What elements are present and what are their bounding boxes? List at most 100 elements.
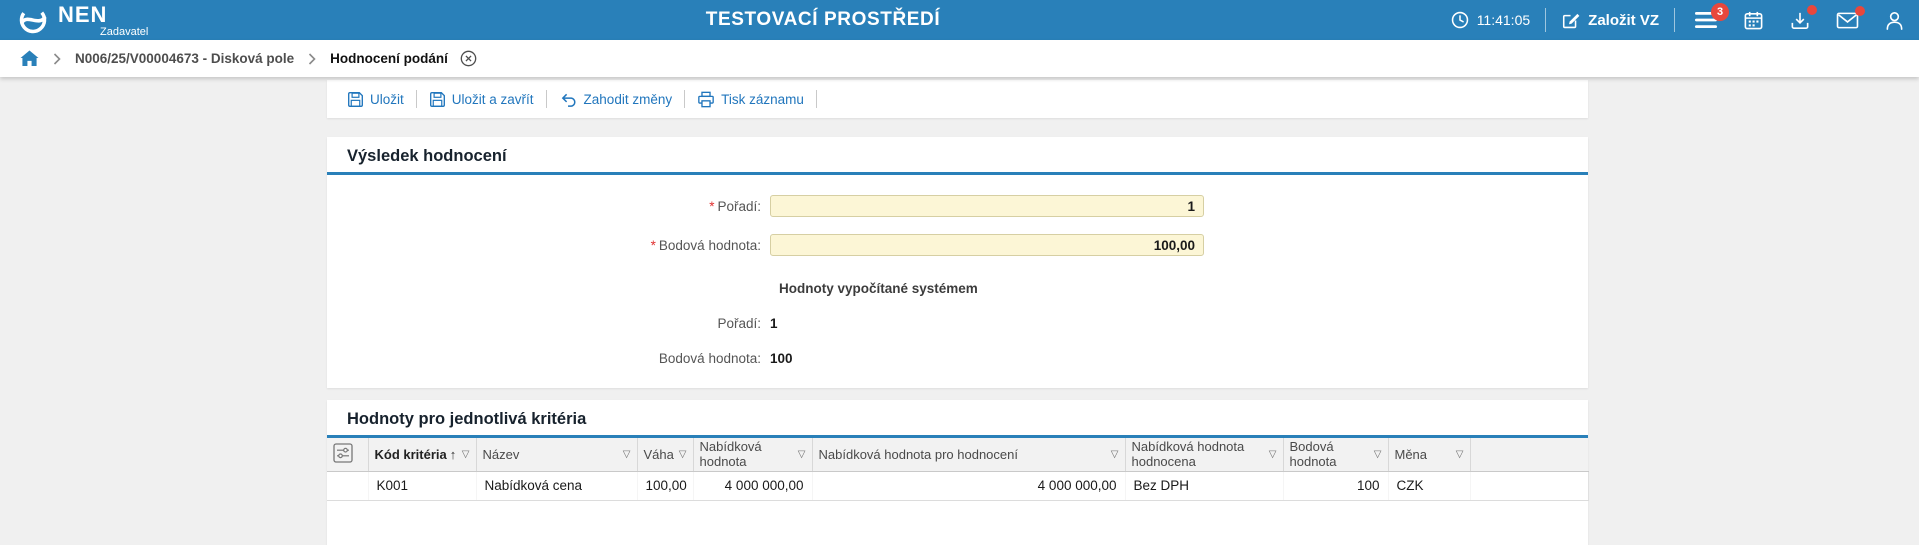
home-button[interactable] [20, 50, 39, 67]
cell-filler [1470, 471, 1589, 501]
download-icon [1789, 10, 1811, 31]
user-icon [1884, 10, 1905, 31]
print-record-button[interactable]: Tisk záznamu [685, 91, 816, 108]
create-vz-button[interactable]: Založit VZ [1561, 10, 1659, 30]
calendar-button[interactable] [1743, 10, 1764, 31]
filter-icon[interactable]: ▽ [461, 448, 470, 460]
computed-poradi-value: 1 [770, 315, 778, 331]
filter-icon[interactable]: ▽ [622, 448, 631, 460]
form-row-bodova-hodnota: * Bodová hodnota: [327, 234, 1588, 256]
messages-button[interactable] [1836, 5, 1865, 30]
breadcrumb-item-current[interactable]: Hodnocení podání [330, 51, 448, 66]
breadcrumb: N006/25/V00004673 - Disková pole Hodnoce… [0, 40, 1919, 77]
cell-bodova-hodnota: 100 [1283, 471, 1389, 501]
environment-title: TESTOVACÍ PROSTŘEDÍ [705, 9, 941, 30]
column-header-nabidkova-hodnota-hodnocena[interactable]: Nabídková hodnota hodnocena ▽ [1125, 438, 1284, 472]
topbar: NEN Zadavatel TESTOVACÍ PROSTŘEDÍ 11:41:… [0, 0, 1919, 40]
section-header: Hodnoty pro jednotlivá kritéria [327, 400, 1588, 438]
home-icon [20, 50, 39, 67]
required-marker: * [709, 198, 715, 214]
cell-nabidkova-hodnota-pro-hodnoceni: 4 000 000,00 [812, 471, 1126, 501]
filter-icon[interactable]: ▽ [1110, 448, 1119, 460]
criteria-section: Hodnoty pro jednotlivá kritéria [327, 400, 1589, 545]
clock: 11:41:05 [1450, 10, 1530, 30]
discard-changes-label: Zahodit změny [583, 91, 673, 107]
column-header-nabidkova-hodnota-pro-hodnoceni[interactable]: Nabídková hodnota pro hodnocení ▽ [812, 438, 1126, 472]
notification-dot [1855, 5, 1865, 16]
form-row-poradi: * Pořadí: [327, 195, 1588, 217]
divider [415, 90, 417, 108]
column-header-vaha[interactable]: Váha ▽ [637, 438, 694, 472]
save-label: Uložit [370, 91, 404, 107]
divider [684, 90, 686, 108]
column-settings-button[interactable] [333, 443, 353, 463]
close-tab-button[interactable] [460, 50, 477, 67]
record-toolbar: Uložit Uložit a zavřít [327, 80, 1588, 118]
filter-icon[interactable]: ▽ [1268, 448, 1277, 460]
table-header-filler [1470, 438, 1588, 472]
divider [815, 90, 817, 108]
required-marker: * [650, 237, 656, 253]
notification-dot [1807, 4, 1817, 15]
cell-mena: CZK [1388, 471, 1471, 501]
undo-icon [559, 91, 578, 108]
mail-icon [1836, 11, 1859, 30]
table-header-row: Kód kritéria ↑ ▽ Název ▽ [327, 438, 1588, 472]
topbar-actions: 11:41:05 Založit VZ [1450, 0, 1905, 40]
user-button[interactable] [1884, 10, 1905, 31]
cell-vaha: 100,00 [637, 471, 694, 501]
divider [1674, 8, 1675, 32]
section-header: Výsledek hodnocení [327, 137, 1588, 175]
nen-logo[interactable]: NEN Zadavatel [0, 2, 148, 38]
sliders-icon [333, 443, 353, 463]
cell-kod-kriteria: K001 [368, 471, 477, 501]
table-settings-header [327, 438, 369, 472]
filter-icon[interactable]: ▽ [678, 448, 687, 460]
column-header-nazev[interactable]: Název ▽ [476, 438, 638, 472]
cell-nabidkova-hodnota-hodnocena: Bez DPH [1125, 471, 1284, 501]
menu-button[interactable]: 3 [1694, 3, 1729, 29]
clock-icon [1450, 10, 1470, 30]
poradi-input[interactable] [770, 195, 1204, 217]
chevron-right-icon [53, 52, 61, 65]
computed-values-heading: Hodnoty vypočítané systémem [779, 281, 978, 296]
discard-changes-button[interactable]: Zahodit změny [547, 91, 685, 108]
filter-icon[interactable]: ▽ [1455, 448, 1464, 460]
column-header-mena[interactable]: Měna ▽ [1388, 438, 1471, 472]
field-label: * Pořadí: [709, 198, 761, 214]
column-header-nabidkova-hodnota[interactable]: Nabídková hodnota ▽ [693, 438, 813, 472]
save-icon [429, 91, 446, 108]
filter-icon[interactable]: ▽ [1373, 448, 1382, 460]
computed-bodova-hodnota-value: 100 [770, 350, 793, 366]
column-header-bodova-hodnota[interactable]: Bodová hodnota ▽ [1283, 438, 1389, 472]
bodova-hodnota-input[interactable] [770, 234, 1204, 256]
field-label: Bodová hodnota: [658, 350, 761, 366]
content-column: Uložit Uložit a zavřít [327, 80, 1589, 545]
computed-row-poradi: Pořadí: 1 [327, 315, 1588, 331]
nen-logo-icon [16, 3, 50, 37]
table-row[interactable]: K001 Nabídková cena 100,00 4 000 000,00 … [327, 471, 1589, 501]
menu-badge: 3 [1711, 3, 1729, 21]
result-form: *Pořadí: *Bodová hodnota: Hodnoty vypočí… [327, 175, 1588, 366]
breadcrumb-item-procurement[interactable]: N006/25/V00004673 - Disková pole [75, 51, 295, 66]
section-title: Výsledek hodnocení [347, 147, 507, 165]
column-header-kod-kriteria[interactable]: Kód kritéria ↑ ▽ [368, 438, 477, 472]
criteria-table: Kód kritéria ↑ ▽ Název ▽ [327, 438, 1589, 501]
computed-row-bodova-hodnota: Bodová hodnota: 100 [327, 350, 1588, 366]
save-and-close-label: Uložit a zavřít [451, 91, 534, 107]
field-label: * Bodová hodnota: [650, 237, 761, 253]
downloads-button[interactable] [1789, 4, 1817, 31]
cell-nabidkova-hodnota: 4 000 000,00 [693, 471, 813, 501]
sort-ascending-icon: ↑ [449, 446, 457, 462]
filter-icon[interactable]: ▽ [797, 448, 806, 460]
brand-subtitle: Zadavatel [100, 26, 149, 38]
clock-time: 11:41:05 [1476, 12, 1531, 28]
save-button[interactable]: Uložit [335, 91, 416, 108]
divider [545, 90, 547, 108]
save-and-close-button[interactable]: Uložit a zavřít [417, 91, 546, 108]
result-section: Výsledek hodnocení *Pořadí: *Bodová hodn… [327, 137, 1588, 388]
compose-icon [1561, 10, 1581, 30]
row-selector-cell [327, 471, 369, 501]
cell-nazev: Nabídková cena [476, 471, 638, 501]
chevron-right-icon [308, 52, 316, 65]
